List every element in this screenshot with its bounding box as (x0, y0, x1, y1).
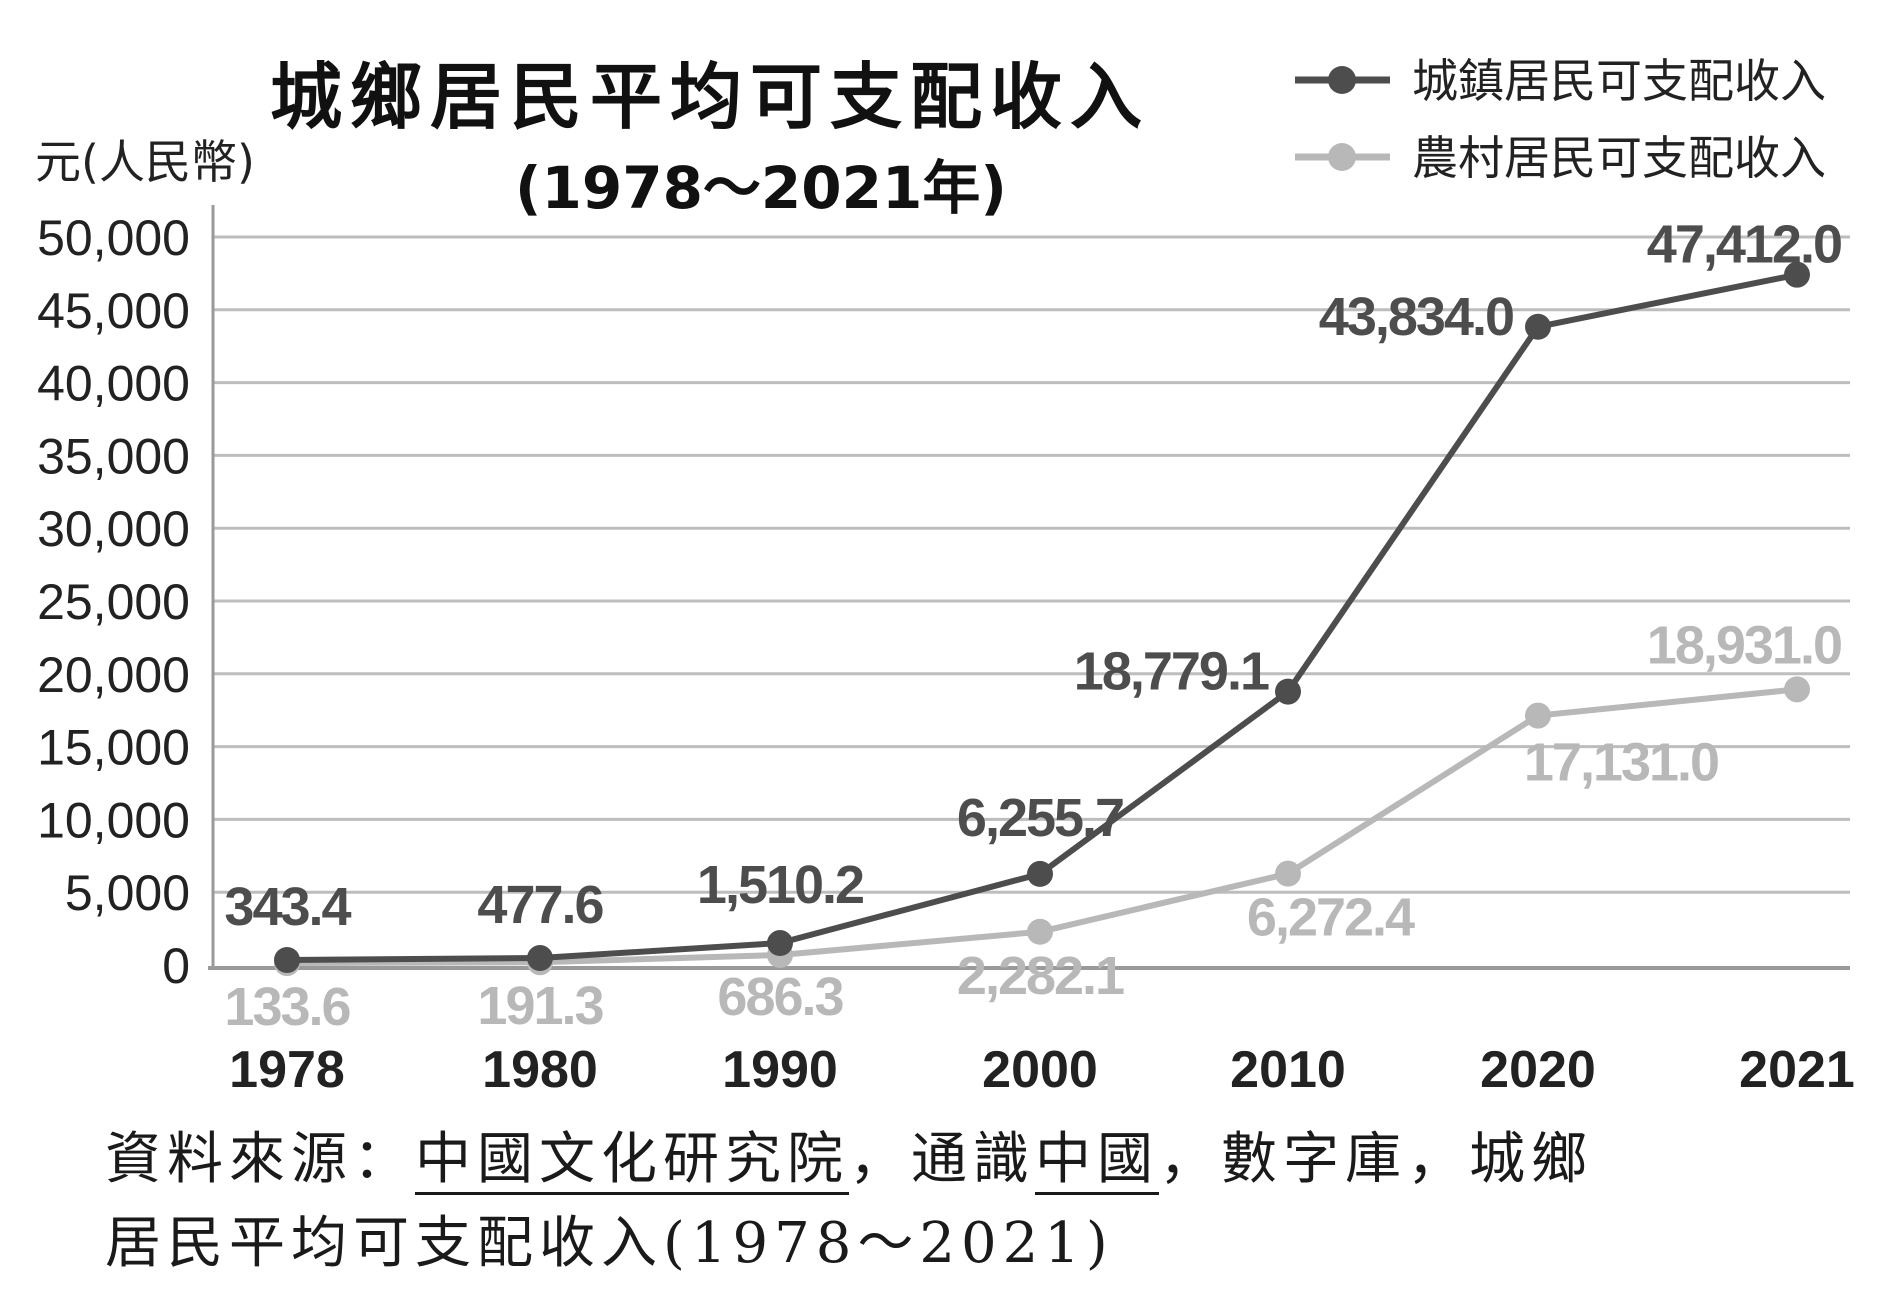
rural-data-label: 17,131.0 (1524, 733, 1718, 793)
urban-data-label: 1,510.2 (697, 855, 863, 915)
urban-data-point (1525, 313, 1551, 340)
y-tick-label: 30,000 (37, 501, 190, 557)
urban-data-label: 43,834.0 (1319, 287, 1513, 347)
rural-data-label: 133.6 (224, 977, 350, 1037)
urban-data-label: 6,255.7 (957, 788, 1123, 848)
source-line2: 居民平均可支配收入(1978～2021) (105, 1211, 1114, 1276)
rural-data-point (1525, 702, 1551, 729)
legend-label-rural: 農村居民可支配收入 (1412, 131, 1826, 185)
y-tick-label: 50,000 (37, 210, 190, 266)
source-note: 資料來源：中國文化研究院，通識中國，數字庫，城鄉 居民平均可支配收入(1978～2… (105, 1118, 1845, 1286)
rural-data-label: 6,272.4 (1247, 888, 1415, 948)
grid-lines (213, 235, 1850, 894)
rural-data-label: 2,282.1 (957, 946, 1124, 1006)
chart-title: 城鄉居民平均可支配收入 (270, 55, 1150, 139)
chart-subtitle: (1978～2021年) (515, 154, 1007, 222)
y-tick-label: 25,000 (37, 574, 190, 630)
y-axis-unit: 元(人民幣) (35, 135, 255, 189)
series (274, 261, 1810, 977)
rural-data-point (1784, 676, 1810, 703)
rural-data-point (1275, 860, 1301, 887)
urban-data-point (274, 947, 300, 974)
urban-income-line (286, 271, 1798, 964)
source-sep2: ，數字庫，城鄉 (1159, 1127, 1593, 1192)
y-tick-label: 40,000 (37, 356, 190, 412)
rural-data-label: 18,931.0 (1647, 615, 1841, 675)
x-tick-labels: 1978 1980 1990 2000 2010 2020 2021 (229, 1041, 1855, 1099)
legend-marker-urban (1328, 66, 1356, 94)
urban-data-label: 343.4 (224, 877, 351, 937)
legend: 城鎮居民可支配收入 農村居民可支配收入 (1295, 54, 1826, 185)
y-tick-labels: 0 5,000 10,000 15,000 20,000 25,000 30,000 35,0… (37, 210, 190, 994)
legend-marker-rural (1328, 143, 1356, 171)
urban-data-point (527, 945, 553, 972)
urban-data-point (1027, 860, 1053, 887)
x-tick-label: 2020 (1480, 1041, 1596, 1099)
urban-data-label: 477.6 (477, 875, 603, 935)
x-tick-label: 1978 (229, 1041, 345, 1099)
y-tick-label: 0 (162, 938, 190, 994)
urban-data-point (767, 930, 793, 957)
axes (208, 205, 1850, 970)
source-prefix: 資料來源： (105, 1127, 415, 1192)
y-tick-label: 45,000 (37, 283, 190, 339)
y-tick-label: 15,000 (37, 720, 190, 776)
x-tick-label: 2000 (982, 1041, 1098, 1099)
source-sep1: ，通識 (849, 1127, 1035, 1192)
rural-data-point (1027, 918, 1053, 945)
y-tick-label: 10,000 (37, 792, 190, 848)
source-section: 中國 (1035, 1127, 1159, 1195)
source-org: 中國文化研究院 (415, 1127, 849, 1195)
data-labels: 343.4 477.6 1,510.2 6,255.7 18,779.1 43,834.0… (224, 215, 1843, 1037)
rural-data-label: 686.3 (717, 967, 843, 1027)
urban-data-point (1784, 261, 1810, 288)
urban-data-label: 18,779.1 (1074, 642, 1269, 702)
y-tick-label: 20,000 (37, 647, 190, 703)
x-tick-label: 1990 (722, 1041, 838, 1099)
urban-data-point (1275, 678, 1301, 705)
y-tick-label: 35,000 (37, 428, 190, 484)
x-tick-label: 1980 (482, 1041, 598, 1099)
x-tick-label: 2021 (1739, 1041, 1855, 1099)
x-tick-label: 2010 (1230, 1041, 1346, 1099)
rural-data-label: 191.3 (477, 976, 603, 1036)
urban-data-label: 47,412.0 (1647, 215, 1841, 275)
legend-label-urban: 城鎮居民可支配收入 (1412, 54, 1826, 108)
y-tick-label: 5,000 (65, 865, 190, 921)
